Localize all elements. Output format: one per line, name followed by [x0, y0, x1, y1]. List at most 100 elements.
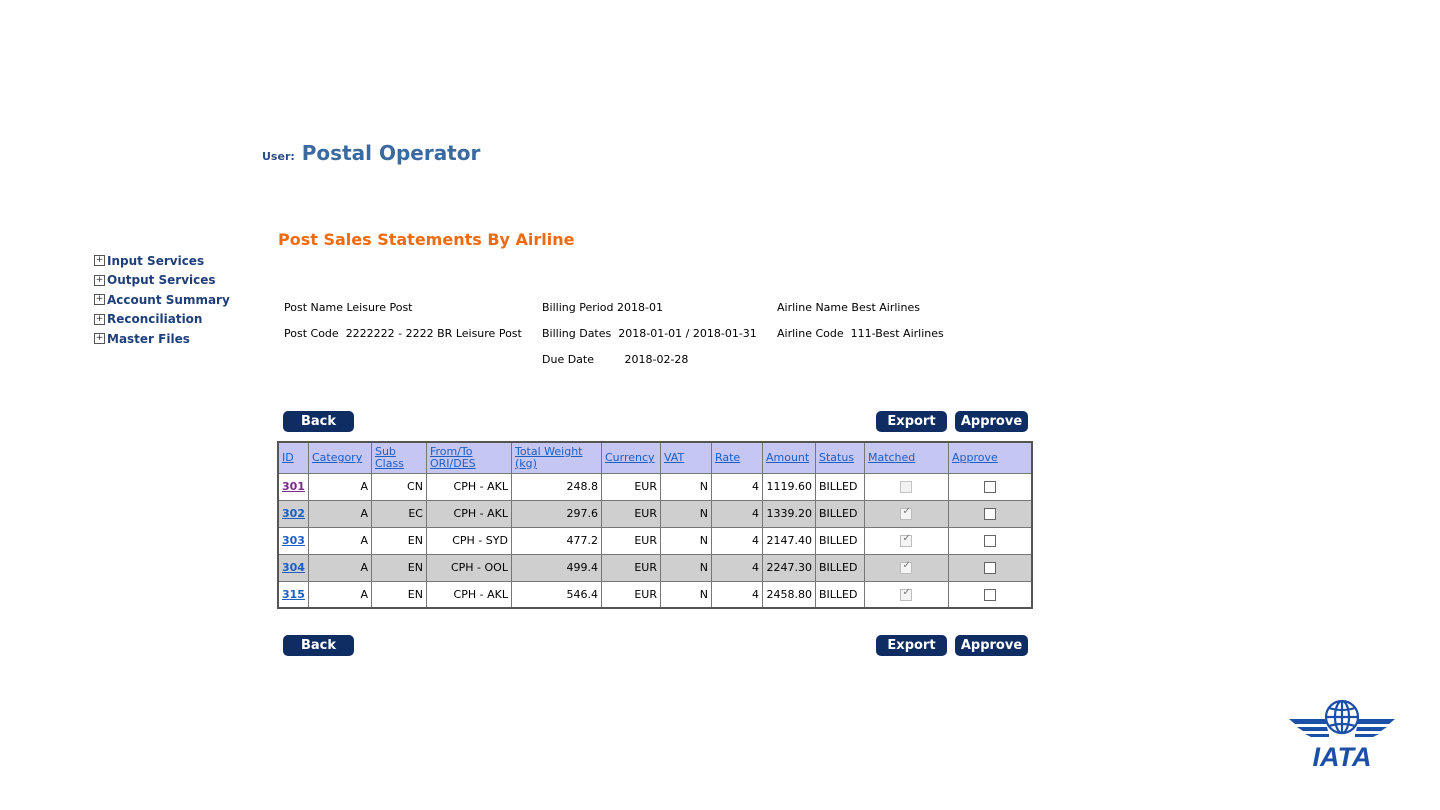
- back-button-top[interactable]: Back: [283, 411, 354, 432]
- cell-sub-class: EN: [370, 580, 427, 609]
- col-header-from-to[interactable]: From/To ORI/DES: [425, 441, 512, 474]
- record-id-link[interactable]: 301: [282, 480, 305, 493]
- cell-total-weight: 499.4: [510, 553, 602, 582]
- statements-table: ID Category Sub Class From/To ORI/DES Tota…: [277, 441, 1034, 609]
- cell-id[interactable]: 315: [277, 580, 309, 609]
- expand-icon[interactable]: +: [94, 274, 105, 286]
- user-label: User:: [262, 150, 295, 163]
- cell-from-to: CPH - SYD: [425, 526, 512, 555]
- nav-item-input-services[interactable]: + Input Services: [94, 251, 230, 271]
- cell-matched: [863, 553, 949, 582]
- cell-rate: 4: [710, 553, 763, 582]
- cell-category: A: [307, 472, 372, 501]
- cell-from-to: CPH - AKL: [425, 580, 512, 609]
- nav-item-reconciliation[interactable]: + Reconciliation: [94, 310, 230, 330]
- col-header-category-label[interactable]: Category: [311, 451, 363, 465]
- cell-status: BILLED: [814, 472, 865, 501]
- nav-item-label: Reconciliation: [107, 312, 203, 327]
- approve-checkbox[interactable]: [984, 508, 997, 520]
- col-header-currency[interactable]: Currency: [600, 441, 661, 474]
- cell-status: BILLED: [814, 499, 865, 528]
- cell-id[interactable]: 302: [277, 499, 309, 528]
- post-name-label: Post Name: [284, 301, 343, 314]
- approve-button-top[interactable]: Approve: [955, 411, 1028, 432]
- cell-approve: [947, 553, 1033, 582]
- cell-amount: 2147.40: [761, 526, 816, 555]
- matched-checkbox: [900, 560, 913, 574]
- expand-icon[interactable]: +: [94, 333, 105, 345]
- col-header-vat-label[interactable]: VAT: [663, 451, 685, 465]
- cell-currency: EUR: [600, 526, 661, 555]
- col-header-total-weight-line-1[interactable]: Total Weight: [514, 444, 583, 458]
- cell-total-weight: 546.4: [510, 580, 602, 609]
- col-header-status[interactable]: Status: [814, 441, 865, 474]
- col-header-total-weight-label[interactable]: Total Weight (kg): [514, 444, 583, 470]
- expand-icon[interactable]: +: [94, 294, 105, 306]
- col-header-from-to-line-1[interactable]: From/To: [429, 444, 473, 458]
- col-header-rate[interactable]: Rate: [710, 441, 763, 474]
- cell-approve: [947, 526, 1033, 555]
- col-header-amount-label[interactable]: Amount: [765, 451, 810, 465]
- col-header-sub-class-line-2[interactable]: Class: [374, 456, 404, 470]
- approve-checkbox[interactable]: [984, 535, 997, 547]
- col-header-status-label[interactable]: Status: [818, 451, 855, 465]
- nav-item-output-services[interactable]: + Output Services: [94, 271, 230, 291]
- nav-item-account-summary[interactable]: + Account Summary: [94, 290, 230, 310]
- cell-matched: [863, 526, 949, 555]
- cell-approve: [947, 499, 1033, 528]
- record-id-link[interactable]: 302: [282, 507, 305, 520]
- back-button-bottom[interactable]: Back: [283, 635, 354, 656]
- cell-rate: 4: [710, 472, 763, 501]
- expand-icon[interactable]: +: [94, 255, 105, 267]
- expand-icon[interactable]: +: [94, 313, 105, 325]
- record-id-link[interactable]: 303: [282, 534, 305, 547]
- post-code-field: Post Code 2222222 - 2222 BR Leisure Post: [284, 327, 522, 340]
- export-button-top[interactable]: Export: [876, 411, 947, 432]
- nav-item-master-files[interactable]: + Master Files: [94, 329, 230, 349]
- col-header-vat[interactable]: VAT: [659, 441, 712, 474]
- cell-category: A: [307, 553, 372, 582]
- export-button-bottom[interactable]: Export: [876, 635, 947, 656]
- col-header-id-label[interactable]: ID: [282, 451, 294, 465]
- matched-checkbox: [900, 481, 913, 493]
- cell-id[interactable]: 301: [277, 472, 309, 501]
- billing-period-value: 2018-01: [617, 301, 663, 314]
- col-header-matched-label[interactable]: Matched: [867, 451, 916, 465]
- col-header-total-weight-line-2[interactable]: (kg): [514, 456, 537, 470]
- col-header-from-to-line-2[interactable]: ORI/DES: [429, 456, 476, 470]
- cell-id[interactable]: 303: [277, 526, 309, 555]
- col-header-category[interactable]: Category: [307, 441, 372, 474]
- col-header-total-weight[interactable]: Total Weight (kg): [510, 441, 602, 474]
- billing-dates-field: Billing Dates 2018-01-01 / 2018-01-31: [542, 327, 757, 340]
- billing-period-label: Billing Period: [542, 301, 614, 314]
- due-date-field: Due Date 2018-02-28: [542, 353, 688, 366]
- col-header-sub-class[interactable]: Sub Class: [370, 441, 427, 474]
- col-header-approve-label[interactable]: Approve: [951, 451, 998, 465]
- approve-checkbox[interactable]: [984, 481, 997, 493]
- col-header-sub-class-label[interactable]: Sub Class: [374, 444, 404, 470]
- col-header-sub-class-line-1[interactable]: Sub: [374, 444, 396, 458]
- due-date-value: 2018-02-28: [624, 353, 689, 366]
- cell-rate: 4: [710, 526, 763, 555]
- cell-status: BILLED: [814, 526, 865, 555]
- record-id-link[interactable]: 315: [282, 587, 305, 601]
- cell-id[interactable]: 304: [277, 553, 309, 582]
- col-header-rate-label[interactable]: Rate: [714, 451, 741, 465]
- cell-currency: EUR: [600, 472, 661, 501]
- col-header-amount[interactable]: Amount: [761, 441, 816, 474]
- approve-checkbox[interactable]: [984, 562, 997, 574]
- col-header-from-to-label[interactable]: From/To ORI/DES: [429, 444, 476, 470]
- approve-checkbox[interactable]: [984, 588, 997, 601]
- cell-rate: 4: [710, 499, 763, 528]
- col-header-id[interactable]: ID: [277, 441, 309, 474]
- approve-button-bottom[interactable]: Approve: [955, 635, 1028, 656]
- cell-status: BILLED: [814, 553, 865, 582]
- post-name-value: Leisure Post: [346, 301, 413, 314]
- col-header-currency-label[interactable]: Currency: [604, 451, 655, 465]
- col-header-approve[interactable]: Approve: [947, 441, 1033, 474]
- record-id-link[interactable]: 304: [282, 561, 305, 574]
- cell-vat: N: [659, 526, 712, 555]
- col-header-matched[interactable]: Matched: [863, 441, 949, 474]
- cell-currency: EUR: [600, 553, 661, 582]
- cell-status: BILLED: [814, 580, 865, 609]
